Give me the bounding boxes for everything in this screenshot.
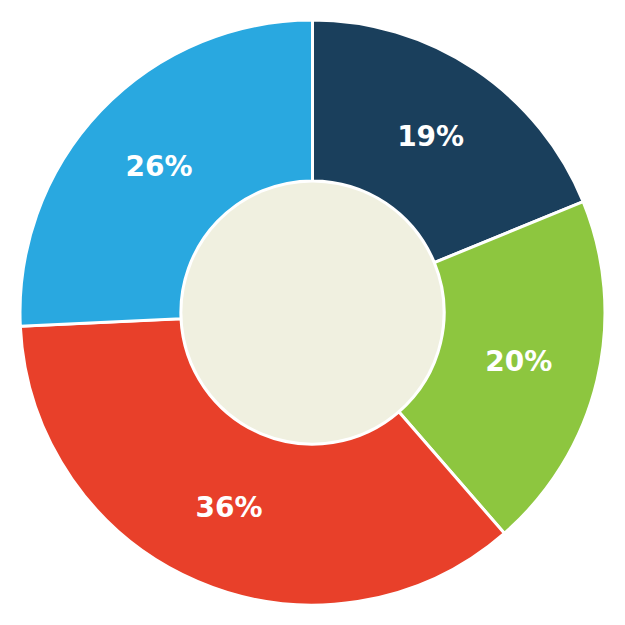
center-circle <box>182 182 442 442</box>
chart: 19% 20% 36% 26% <box>0 0 625 625</box>
slices <box>20 20 605 605</box>
data-labels: 19% 20% 36% 26% <box>126 120 553 524</box>
data-label: 36% <box>196 491 263 524</box>
data-label: 20% <box>485 345 552 378</box>
data-label: 26% <box>126 150 193 183</box>
donut: 19% 20% 36% 26% <box>20 20 605 605</box>
data-label: 19% <box>397 120 464 153</box>
